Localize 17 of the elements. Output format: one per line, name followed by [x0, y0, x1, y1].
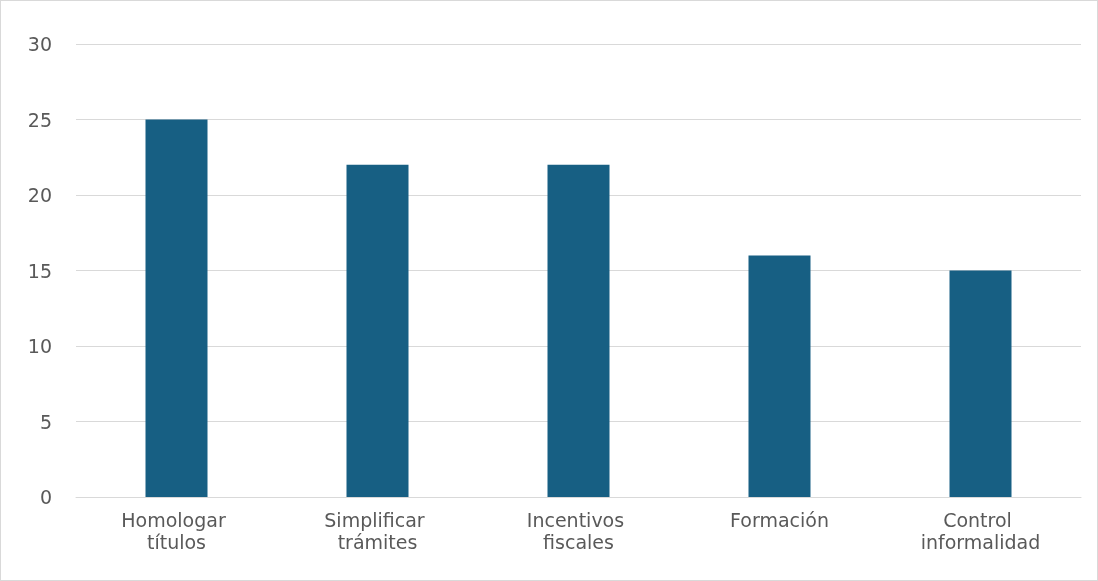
x-tick-label: Simplificar trámites — [324, 509, 431, 553]
y-tick-label: 30 — [27, 33, 52, 55]
x-tick-label: Formación — [730, 509, 829, 531]
bar — [949, 270, 1012, 497]
y-tick-label: 20 — [27, 184, 52, 206]
x-tick-label: Incentivos fiscales — [526, 509, 631, 553]
y-tick-label: 5 — [39, 410, 52, 433]
bar — [748, 255, 811, 497]
bar — [346, 164, 409, 497]
y-tick-label: 15 — [27, 259, 52, 282]
bar — [145, 119, 208, 497]
bar — [547, 164, 610, 497]
y-tick-label: 25 — [27, 108, 52, 131]
y-tick-label: 10 — [27, 335, 52, 357]
x-tick-label: Homologar títulos — [121, 509, 232, 553]
x-tick-label: Control informalidad — [920, 509, 1041, 553]
y-tick-label: 0 — [39, 486, 52, 508]
